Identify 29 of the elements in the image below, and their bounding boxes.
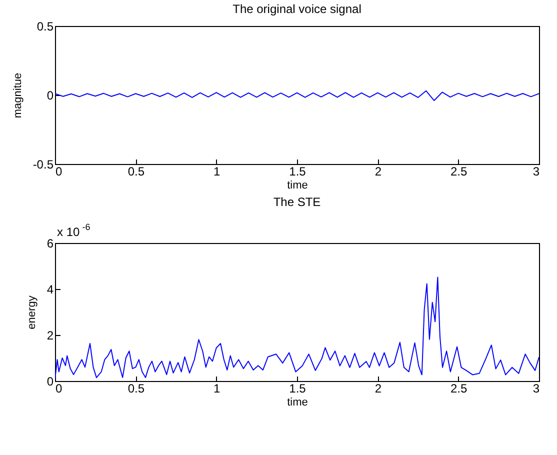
x-tick-label: 1.5	[289, 382, 306, 396]
x-axis-title: time	[287, 396, 308, 408]
x-tick-label: 0	[56, 382, 62, 396]
chart-title: The original voice signal	[232, 2, 362, 16]
text: x 10-6	[57, 222, 90, 239]
y-tick-label: 0.5	[36, 20, 54, 34]
y-axis-title: magnitue	[12, 72, 24, 118]
x-tick-label: 2	[374, 382, 382, 396]
x-tick-label: 1	[213, 382, 220, 396]
y-tick-label: 4	[46, 282, 54, 296]
x-tick-label: 3	[532, 382, 540, 396]
y-tick-label: 6	[46, 236, 54, 250]
x-tick-label: 0.5	[128, 164, 145, 178]
x-tick-label: 3	[532, 164, 540, 178]
chart-title: The STE	[273, 195, 321, 209]
y-axis-title: energy	[26, 295, 38, 330]
x-tick-label: 2.5	[450, 382, 468, 396]
y-tick-label: 0	[46, 88, 54, 102]
line-series	[55, 90, 539, 102]
x-axis-title: time	[287, 180, 308, 192]
x-tick-label: 2.5	[450, 164, 468, 178]
x-tick-label: 1.5	[289, 164, 306, 178]
x-tick-label: 1	[213, 164, 220, 178]
x-tick-label: 2	[374, 164, 382, 178]
line-series	[55, 276, 539, 380]
x-tick-label: 0	[56, 164, 62, 178]
x-tick-label: 0.5	[128, 382, 145, 396]
y-tick-label: -0.5	[32, 158, 54, 172]
y-tick-label: 2	[46, 328, 54, 342]
